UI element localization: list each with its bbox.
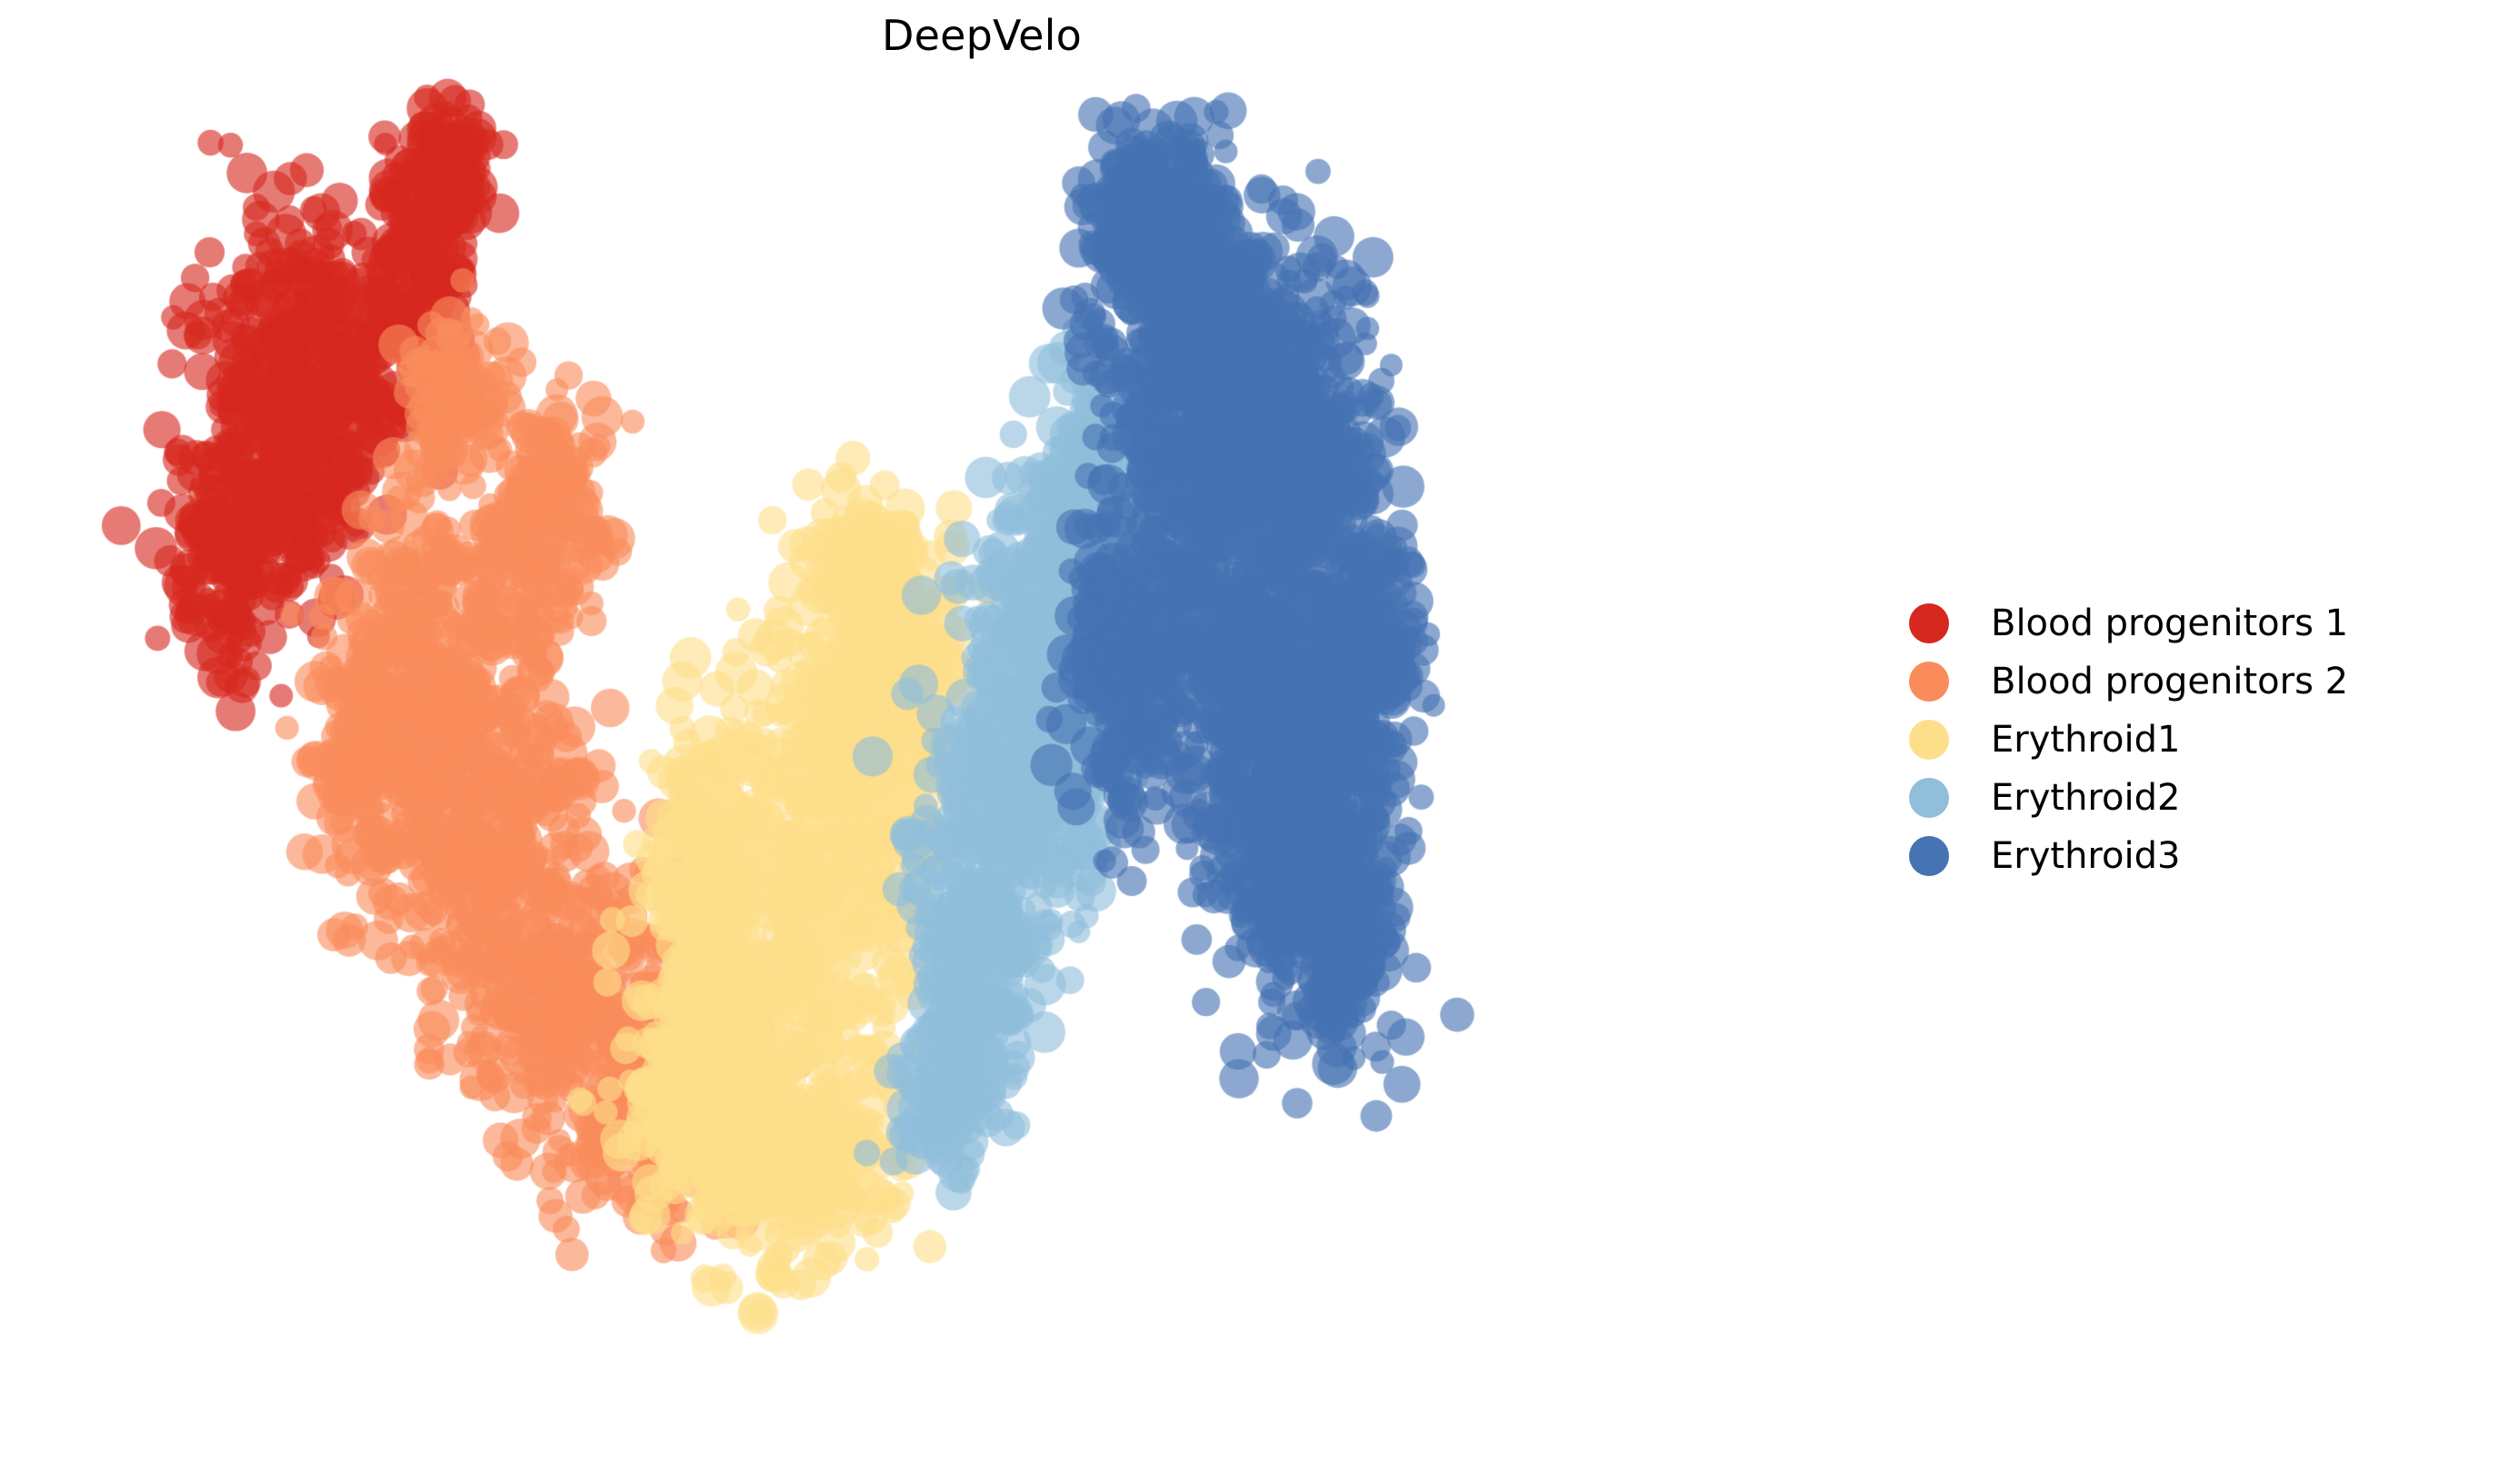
legend-item-erythroid1[interactable]: Erythroid1 xyxy=(1909,716,2348,763)
legend-label: Erythroid1 xyxy=(1991,719,2181,761)
plot-axes xyxy=(0,55,1927,1472)
legend-item-blood-progenitors-2[interactable]: Blood progenitors 2 xyxy=(1909,658,2348,705)
page-title: DeepVelo xyxy=(882,11,1082,60)
legend-item-erythroid3[interactable]: Erythroid3 xyxy=(1909,832,2348,880)
scatter-plot-canvas xyxy=(0,55,1927,1472)
legend-label: Blood progenitors 2 xyxy=(1991,661,2349,702)
legend-swatch-icon xyxy=(1909,603,1949,643)
legend-item-erythroid2[interactable]: Erythroid2 xyxy=(1909,774,2348,822)
legend-item-blood-progenitors-1[interactable]: Blood progenitors 1 xyxy=(1909,600,2348,647)
legend-swatch-icon xyxy=(1909,720,1949,760)
legend: Blood progenitors 1 Blood progenitors 2 … xyxy=(1909,600,2348,880)
legend-swatch-icon xyxy=(1909,662,1949,702)
legend-swatch-icon xyxy=(1909,836,1949,876)
legend-label: Erythroid2 xyxy=(1991,777,2181,819)
legend-label: Blood progenitors 1 xyxy=(1991,603,2349,644)
legend-label: Erythroid3 xyxy=(1991,835,2181,877)
legend-swatch-icon xyxy=(1909,778,1949,818)
